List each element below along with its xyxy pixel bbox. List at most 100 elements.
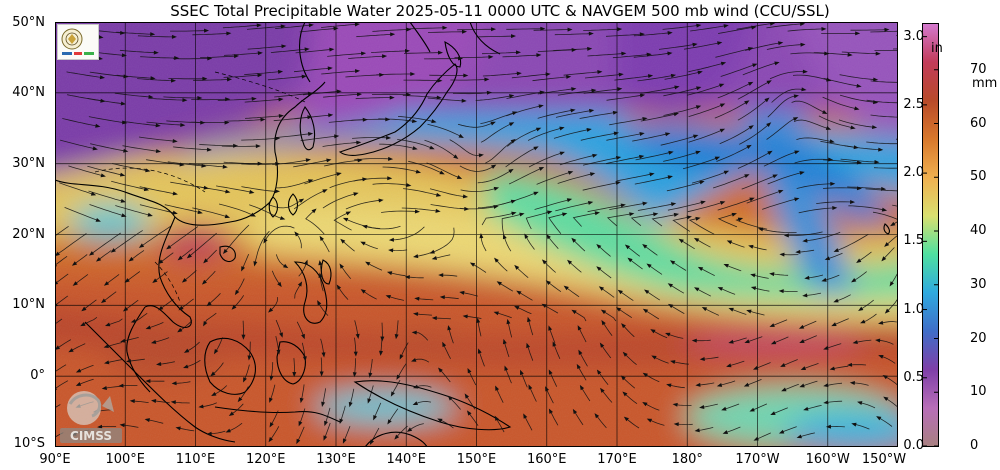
wind-arrowhead [699, 357, 705, 362]
wind-arrowhead [98, 35, 104, 39]
wind-streamline [180, 298, 194, 309]
wind-streamline [835, 294, 851, 302]
wind-streamline [822, 96, 857, 110]
wind-arrowhead [737, 217, 744, 222]
wind-arrowhead [527, 316, 531, 323]
wind-arrowhead [753, 436, 759, 441]
wind-arrowhead [744, 339, 750, 344]
wind-streamline [644, 245, 658, 256]
wind-arrowhead [538, 166, 545, 171]
wind-streamline [146, 121, 183, 126]
latitude-label: 10°S [13, 436, 45, 451]
wind-streamline [577, 366, 587, 381]
wind-arrowhead [783, 233, 789, 238]
wind-streamline [680, 239, 695, 250]
wind-arrowhead [255, 144, 261, 149]
wind-arrowhead [778, 429, 785, 434]
wind-arrowhead [856, 83, 862, 88]
wind-streamline [468, 370, 477, 386]
wind-arrowhead [548, 325, 553, 331]
wind-arrowhead [587, 200, 594, 205]
wind-streamline [827, 252, 843, 260]
wind-streamline [298, 262, 307, 277]
wind-streamline [320, 357, 323, 374]
wind-arrowhead [92, 146, 98, 151]
legend-inch-label: 0.5 [903, 369, 924, 385]
wind-arrowhead [207, 56, 213, 61]
wind-streamline [264, 225, 295, 242]
wind-streamline [825, 343, 842, 349]
wind-streamline [478, 351, 485, 367]
wind-arrowhead [279, 332, 283, 338]
wind-arrowhead [75, 382, 82, 386]
wind-streamline [200, 55, 237, 58]
wind-arrowhead [257, 51, 263, 56]
wind-streamline [107, 318, 123, 326]
wind-streamline [247, 45, 284, 50]
legend-mm-label: 20 [970, 330, 987, 346]
wind-arrowhead [387, 176, 393, 181]
wind-arrowhead [639, 132, 645, 136]
latitude-label: 40°N [12, 84, 45, 100]
wind-arrowhead [405, 92, 412, 97]
wind-arrowhead [723, 263, 729, 268]
wind-arrowhead [479, 233, 484, 239]
wind-streamline [459, 165, 494, 172]
wind-streamline [427, 123, 462, 137]
wind-arrowhead [297, 281, 303, 287]
wind-arrowhead [491, 164, 497, 169]
wind-streamline [325, 407, 331, 424]
wind-streamline [300, 384, 305, 401]
wind-streamline [663, 151, 699, 162]
wind-streamline [506, 105, 541, 117]
wind-streamline [828, 425, 845, 428]
wind-arrowhead [298, 198, 305, 203]
wind-streamline [688, 129, 723, 143]
wind-arrowhead [438, 273, 444, 278]
wind-arrowhead [799, 171, 805, 176]
wind-streamline [826, 382, 843, 386]
wind-streamline [506, 91, 542, 99]
latitude-label: 0° [30, 368, 45, 384]
wind-arrowhead [651, 355, 657, 360]
wind-streamline [503, 341, 510, 358]
wind-arrowhead [80, 322, 86, 327]
wind-arrowhead [876, 416, 882, 421]
wind-arrowhead [55, 345, 61, 350]
wind-streamline [862, 313, 877, 323]
wind-streamline [746, 190, 781, 204]
wind-streamline [179, 320, 193, 332]
wind-streamline [121, 120, 158, 126]
wind-streamline [883, 247, 895, 260]
wind-arrowhead [589, 172, 596, 177]
precipitable-water-map[interactable] [55, 22, 898, 447]
wind-streamline [100, 426, 117, 428]
wind-arrowhead [237, 396, 243, 403]
wind-arrowhead [823, 400, 829, 405]
wind-arrowhead [747, 47, 754, 51]
wind-arrowhead [88, 251, 95, 256]
wind-arrowhead [125, 358, 132, 363]
wind-arrowhead [322, 189, 328, 194]
wind-arrowhead [178, 305, 184, 311]
wind-streamline [805, 292, 822, 296]
wind-streamline [543, 304, 559, 314]
wind-streamline [424, 139, 457, 158]
wind-streamline [87, 165, 123, 176]
wind-streamline [125, 299, 139, 311]
wind-streamline [56, 233, 87, 255]
legend-mm-label: 30 [970, 276, 987, 292]
wind-streamline [824, 274, 840, 281]
wind-streamline [503, 236, 512, 252]
wind-streamline [465, 395, 476, 410]
wind-arrowhead [509, 94, 515, 99]
wind-arrowhead [495, 385, 500, 391]
wind-streamline [186, 341, 200, 352]
wind-arrowhead [308, 23, 314, 28]
wind-streamline [672, 361, 689, 365]
wind-streamline [719, 380, 736, 386]
wind-arrowhead [147, 212, 153, 217]
wind-streamline [55, 295, 69, 306]
wind-streamline [472, 263, 487, 273]
wind-arrowhead [231, 304, 237, 310]
